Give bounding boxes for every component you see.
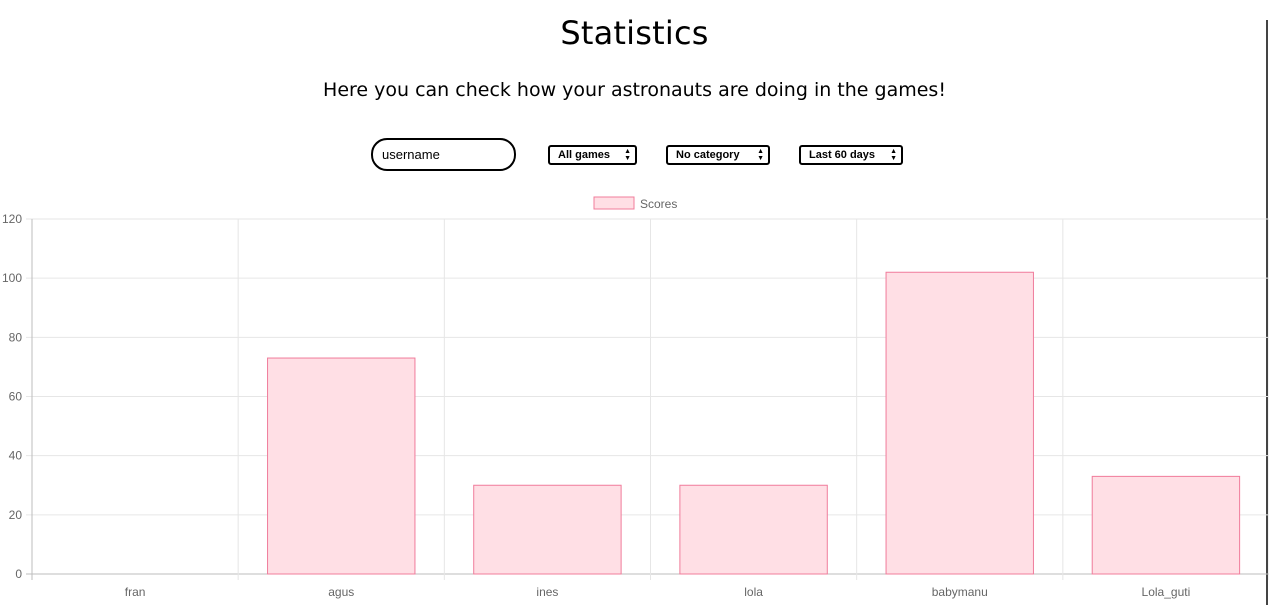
category-select-value: No category [676,149,740,161]
select-arrows-icon: ▲ ▼ [890,148,897,162]
x-tick-label: agus [328,585,354,599]
period-select-value: Last 60 days [809,149,876,161]
username-input-value: username [382,147,440,162]
game-select-value: All games [558,149,610,161]
page-title: Statistics [560,14,709,52]
bar [885,271,1034,575]
select-arrows-icon: ▲ ▼ [624,148,631,162]
bar [679,484,828,575]
select-arrows-icon: ▲ ▼ [757,148,764,162]
page-scrollbar-edge [1266,20,1268,605]
page-subtitle: Here you can check how your astronauts a… [323,79,946,101]
bar [473,484,622,575]
legend-swatch [593,196,635,210]
game-select[interactable]: All games ▲ ▼ [548,145,637,165]
legend-label: Scores [640,197,677,211]
y-tick-label: 0 [15,567,22,581]
bar [1091,475,1241,575]
x-tick-label: Lola_guti [1142,585,1191,599]
x-tick-label: fran [125,585,146,599]
scores-bar-chart: 0 20 40 60 80 100 120 fran agus ines lola babymanu L… [2,196,1269,599]
username-input[interactable]: username [371,138,516,171]
y-tick-label: 40 [9,449,23,463]
y-tick-label: 60 [9,390,23,404]
y-tick-label: 80 [9,330,23,344]
y-tick-label: 100 [2,271,22,285]
y-tick-label: 20 [9,508,23,522]
x-tick-label: ines [536,585,558,599]
y-tick-label: 120 [2,212,22,226]
x-tick-label: lola [744,585,763,599]
period-select[interactable]: Last 60 days ▲ ▼ [799,145,903,165]
x-tick-label: babymanu [932,585,988,599]
bar [267,357,416,575]
category-select[interactable]: No category ▲ ▼ [666,145,770,165]
